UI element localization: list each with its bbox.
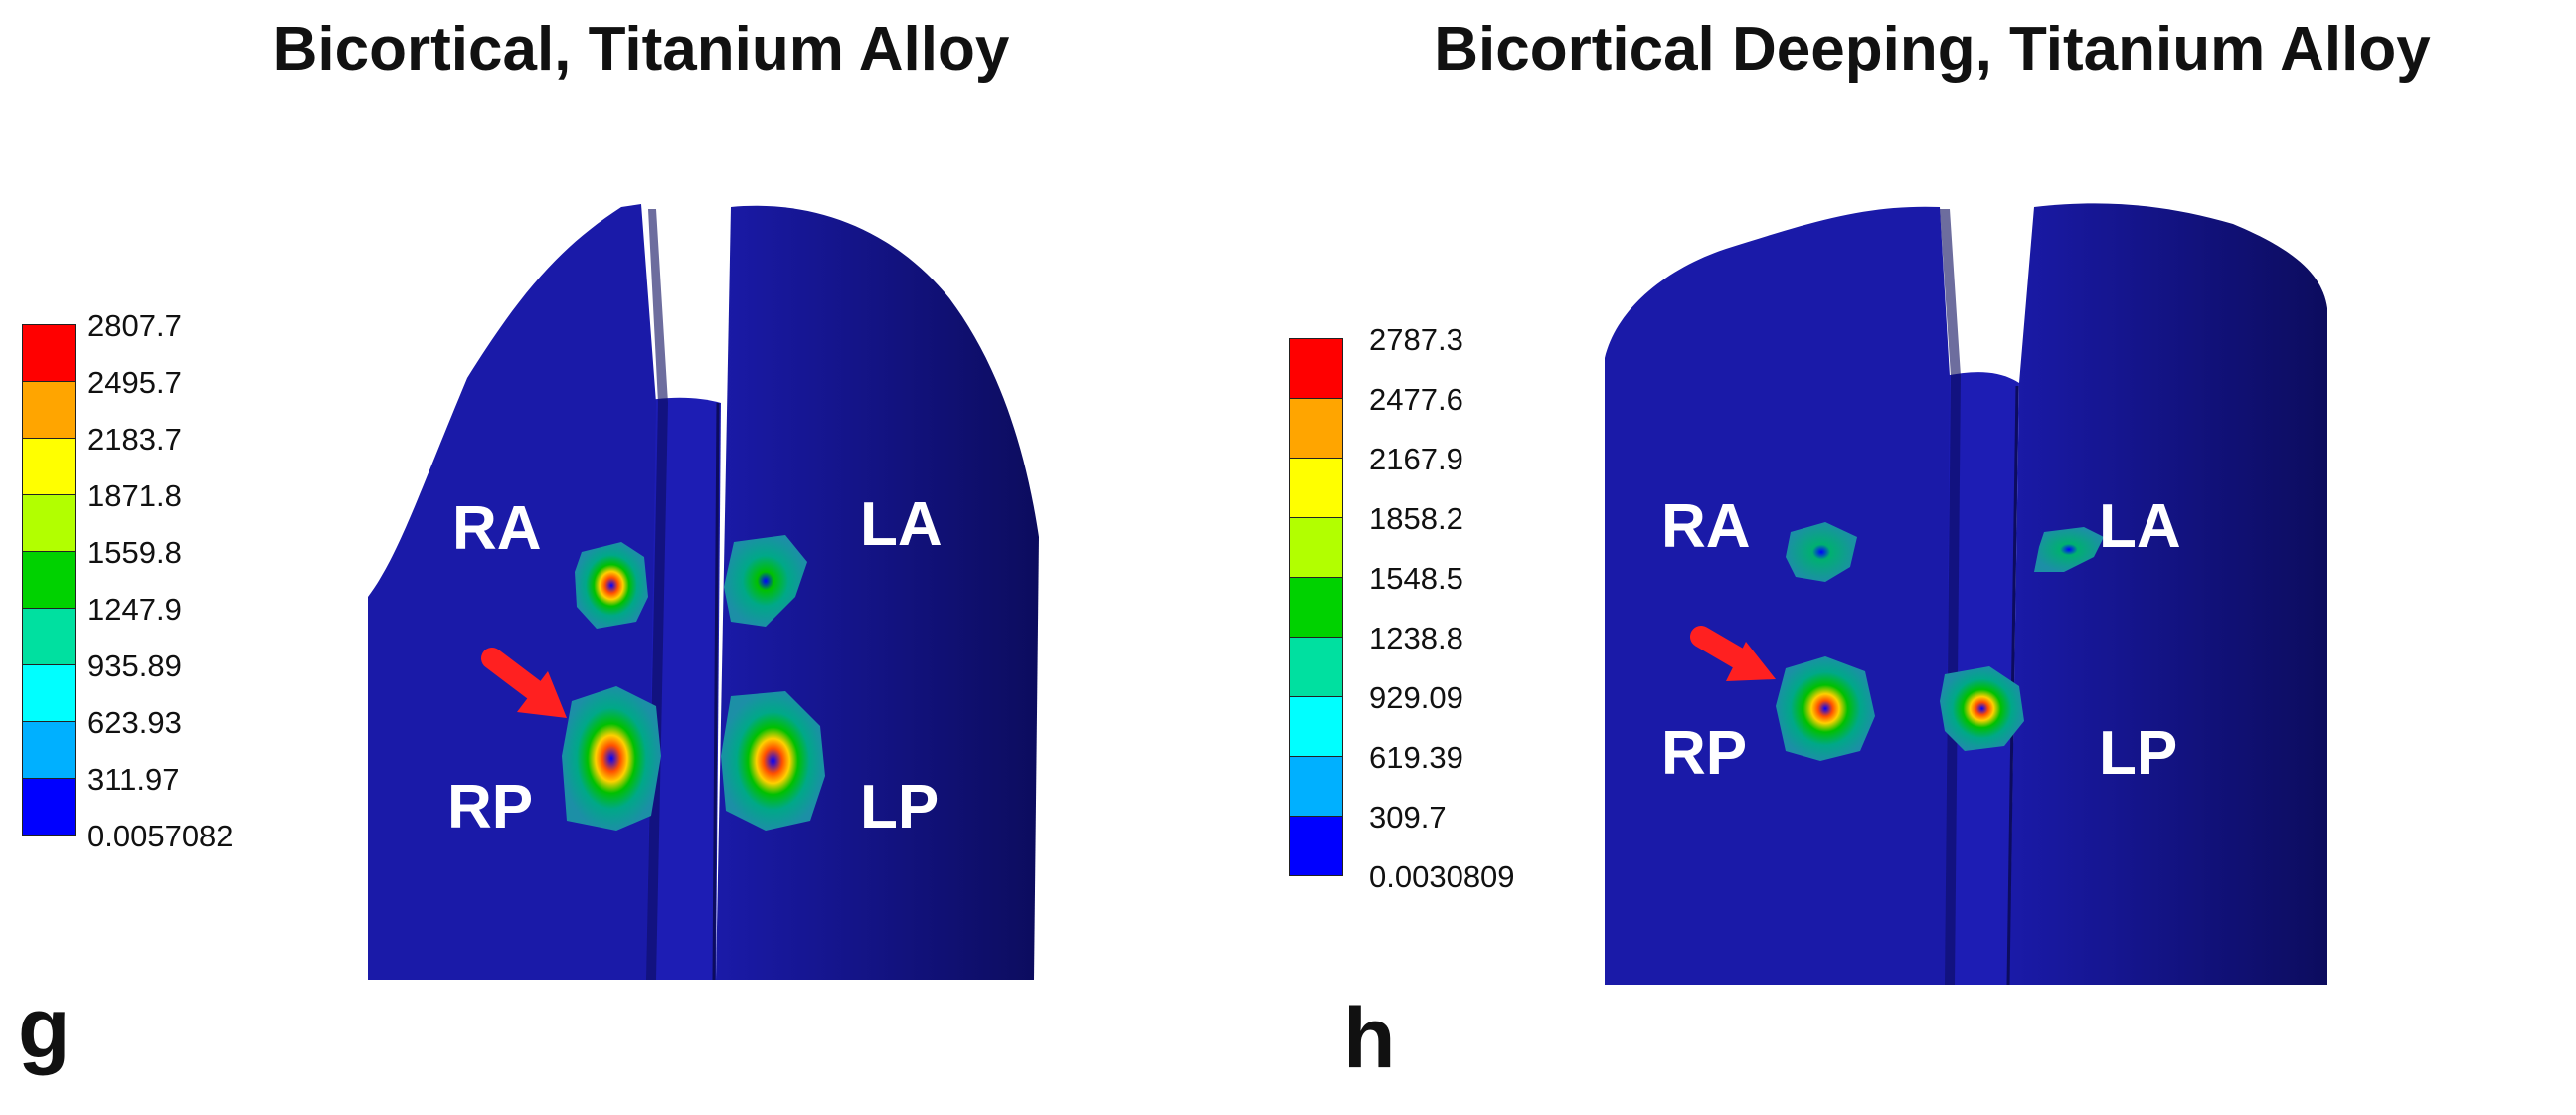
label-lp: LP [2099, 719, 2177, 788]
colorbar-swatch [22, 721, 76, 779]
stress-spot-la [2034, 527, 2104, 572]
colorbar-tick: 2477.6 [1369, 382, 1463, 417]
colorbar-swatch [1289, 756, 1343, 817]
colorbar-tick: 1858.2 [1369, 501, 1463, 536]
colorbar-tick: 0.0057082 [87, 819, 234, 853]
panel-g-model: RA LA RP LP [368, 204, 1039, 981]
label-lp: LP [860, 773, 939, 841]
panel-g-letter: g [18, 981, 71, 1076]
colorbar-swatch [1289, 577, 1343, 638]
colorbar-tick: 929.09 [1369, 680, 1463, 715]
colorbar-tick: 2167.9 [1369, 442, 1463, 476]
panel-h: Bicortical Deeping, Titanium Alloy 2787.… [1288, 0, 2576, 1115]
label-ra: RA [452, 494, 542, 563]
bone-left-side [2009, 203, 2327, 985]
colorbar-tick: 0.0030809 [1369, 859, 1515, 894]
panel-h-model: RA LA RP LP [1605, 203, 2327, 986]
colorbar-swatch [1289, 458, 1343, 518]
label-ra: RA [1661, 492, 1751, 561]
stress-spot-la [724, 535, 807, 627]
colorbar-tick: 623.93 [87, 705, 182, 740]
label-la: LA [860, 490, 943, 559]
colorbar-swatch [1289, 637, 1343, 697]
colorbar-swatch [22, 664, 76, 722]
label-rp: RP [447, 773, 533, 841]
colorbar-tick: 2495.7 [87, 365, 182, 400]
colorbar-swatch [22, 494, 76, 552]
colorbar-swatch [22, 438, 76, 495]
colorbar-tick: 2807.7 [87, 308, 182, 343]
stress-spot-rp [1776, 656, 1875, 761]
colorbar-tick: 2183.7 [87, 422, 182, 457]
colorbar-tick: 935.89 [87, 649, 182, 683]
panel-g-colorbar: 2807.7 2495.7 2183.7 1871.8 1559.8 1247.… [22, 310, 300, 853]
bone-right-side [1605, 206, 1950, 986]
colorbar-tick: 1247.9 [87, 592, 182, 627]
panel-h-colorbar: 2787.3 2477.6 2167.9 1858.2 1548.5 1238.… [1289, 324, 1568, 892]
colorbar-tick: 311.97 [87, 762, 180, 797]
stress-spot-ra [575, 542, 648, 629]
stress-spot-ra [1786, 522, 1857, 582]
arrow-icon [481, 648, 567, 718]
colorbar-swatch [1289, 816, 1343, 876]
stress-spot-lp [1940, 666, 2024, 751]
colorbar-swatch [1289, 398, 1343, 459]
colorbar-tick: 1871.8 [87, 478, 182, 513]
stress-spot-rp [562, 686, 661, 831]
stress-spot-lp [721, 691, 825, 831]
panel-h-letter: h [1343, 991, 1396, 1086]
colorbar-swatch [22, 778, 76, 836]
colorbar-tick: 309.7 [1369, 800, 1447, 835]
colorbar-tick: 1559.8 [87, 535, 182, 570]
label-la: LA [2099, 492, 2181, 561]
panel-h-title: Bicortical Deeping, Titanium Alloy [1434, 15, 2431, 84]
arrow-icon [1690, 626, 1776, 681]
colorbar-tick: 619.39 [1369, 740, 1463, 775]
panel-g: Bicortical, Titanium Alloy 2807.7 2495.7… [18, 15, 1039, 1076]
panel-g-title: Bicortical, Titanium Alloy [272, 15, 1010, 84]
label-rp: RP [1661, 719, 1747, 788]
colorbar-swatch [22, 324, 76, 382]
colorbar-tick: 2787.3 [1369, 322, 1463, 357]
colorbar-tick: 1238.8 [1369, 621, 1463, 655]
colorbar-tick: 1548.5 [1369, 561, 1463, 596]
colorbar-swatch [22, 608, 76, 665]
